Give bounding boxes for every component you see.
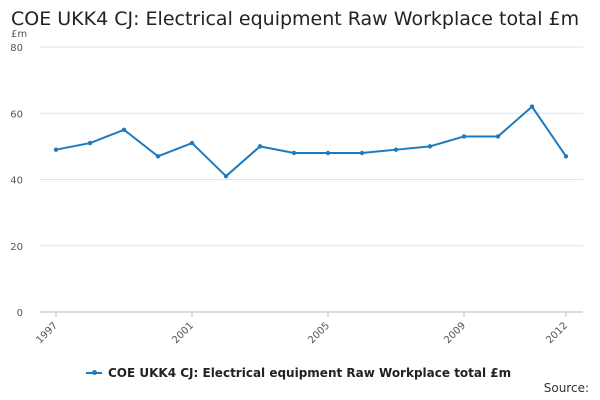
- data-point: [121, 127, 127, 133]
- x-tick-label: 2009: [442, 320, 468, 346]
- data-point: [189, 140, 195, 146]
- data-point: [393, 147, 399, 152]
- data-point: [257, 144, 263, 149]
- data-point: [223, 173, 229, 179]
- data-point: [87, 140, 93, 146]
- y-tick-label: 40: [10, 176, 23, 187]
- legend-swatch: [86, 370, 102, 375]
- source-label: Source:: [543, 381, 589, 395]
- y-tick-label: 60: [10, 109, 23, 120]
- data-point: [155, 154, 161, 159]
- y-axis-unit: £m: [11, 29, 27, 40]
- legend: COE UKK4 CJ: Electrical equipment Raw Wo…: [86, 366, 511, 380]
- series: [53, 104, 569, 179]
- data-point: [359, 150, 365, 156]
- x-tick-label: 2012: [544, 320, 570, 346]
- data-point: [53, 147, 59, 152]
- y-tick-label: 80: [10, 43, 23, 54]
- data-point: [291, 150, 297, 156]
- y-tick-label: 20: [10, 242, 23, 253]
- series-line: [55, 105, 567, 178]
- data-point: [495, 134, 501, 139]
- x-tick-label: 1997: [34, 320, 60, 346]
- data-point: [529, 104, 535, 109]
- x-tick-label: 2001: [170, 320, 196, 346]
- chart-title: COE UKK4 CJ: Electrical equipment Raw Wo…: [11, 8, 580, 30]
- data-point: [563, 154, 569, 159]
- gridlines: [40, 46, 583, 313]
- y-tick-label: 0: [17, 308, 23, 319]
- data-point: [461, 134, 467, 139]
- data-point: [325, 150, 331, 156]
- legend-label: COE UKK4 CJ: Electrical equipment Raw Wo…: [108, 366, 512, 380]
- data-point: [427, 144, 433, 149]
- x-tick-label: 2005: [306, 320, 332, 346]
- axes: 0 20 40 60 80 £m 1997 2001 2005 2009 2012: [10, 29, 570, 346]
